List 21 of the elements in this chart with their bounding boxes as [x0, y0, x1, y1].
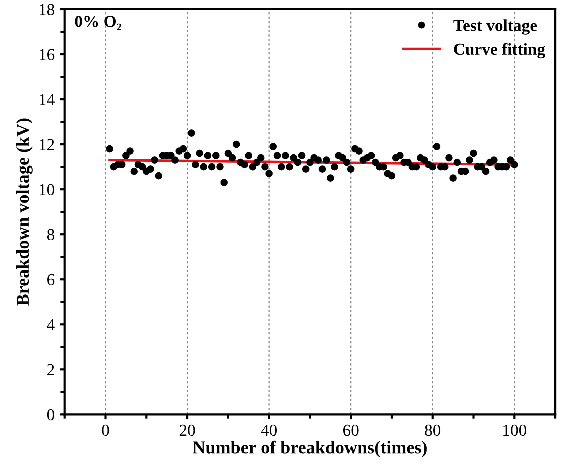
x-tick-label: 40	[261, 424, 278, 436]
x-tick-label: 0	[102, 424, 110, 436]
legend-label: Test voltage	[454, 20, 538, 35]
x-tick-label: 100	[504, 424, 527, 436]
x-tick-label: 80	[425, 424, 441, 436]
y-tick-label: 10	[40, 184, 54, 196]
y-tick-label: 12	[40, 139, 54, 150]
y-tick-label: 16	[40, 49, 55, 60]
x-tick-label: 60	[343, 424, 359, 436]
y-tick-label: 8	[47, 229, 54, 241]
y-tick-label: 18	[40, 4, 54, 16]
annotation: 0% O₂	[75, 16, 122, 30]
y-tick-label: 14	[40, 94, 55, 106]
x-axis-title: Number of breakdowns(times)	[193, 440, 427, 458]
legend-label: Curve fitting	[454, 43, 546, 59]
y-tick-label: 2	[48, 364, 54, 376]
y-tick-label: 4	[47, 319, 55, 330]
y-axis-title: Breakdown voltage (kV)	[16, 118, 33, 306]
x-tick-label: 20	[180, 424, 196, 436]
y-tick-label: 6	[48, 274, 55, 286]
y-tick-label: 0	[47, 409, 54, 421]
